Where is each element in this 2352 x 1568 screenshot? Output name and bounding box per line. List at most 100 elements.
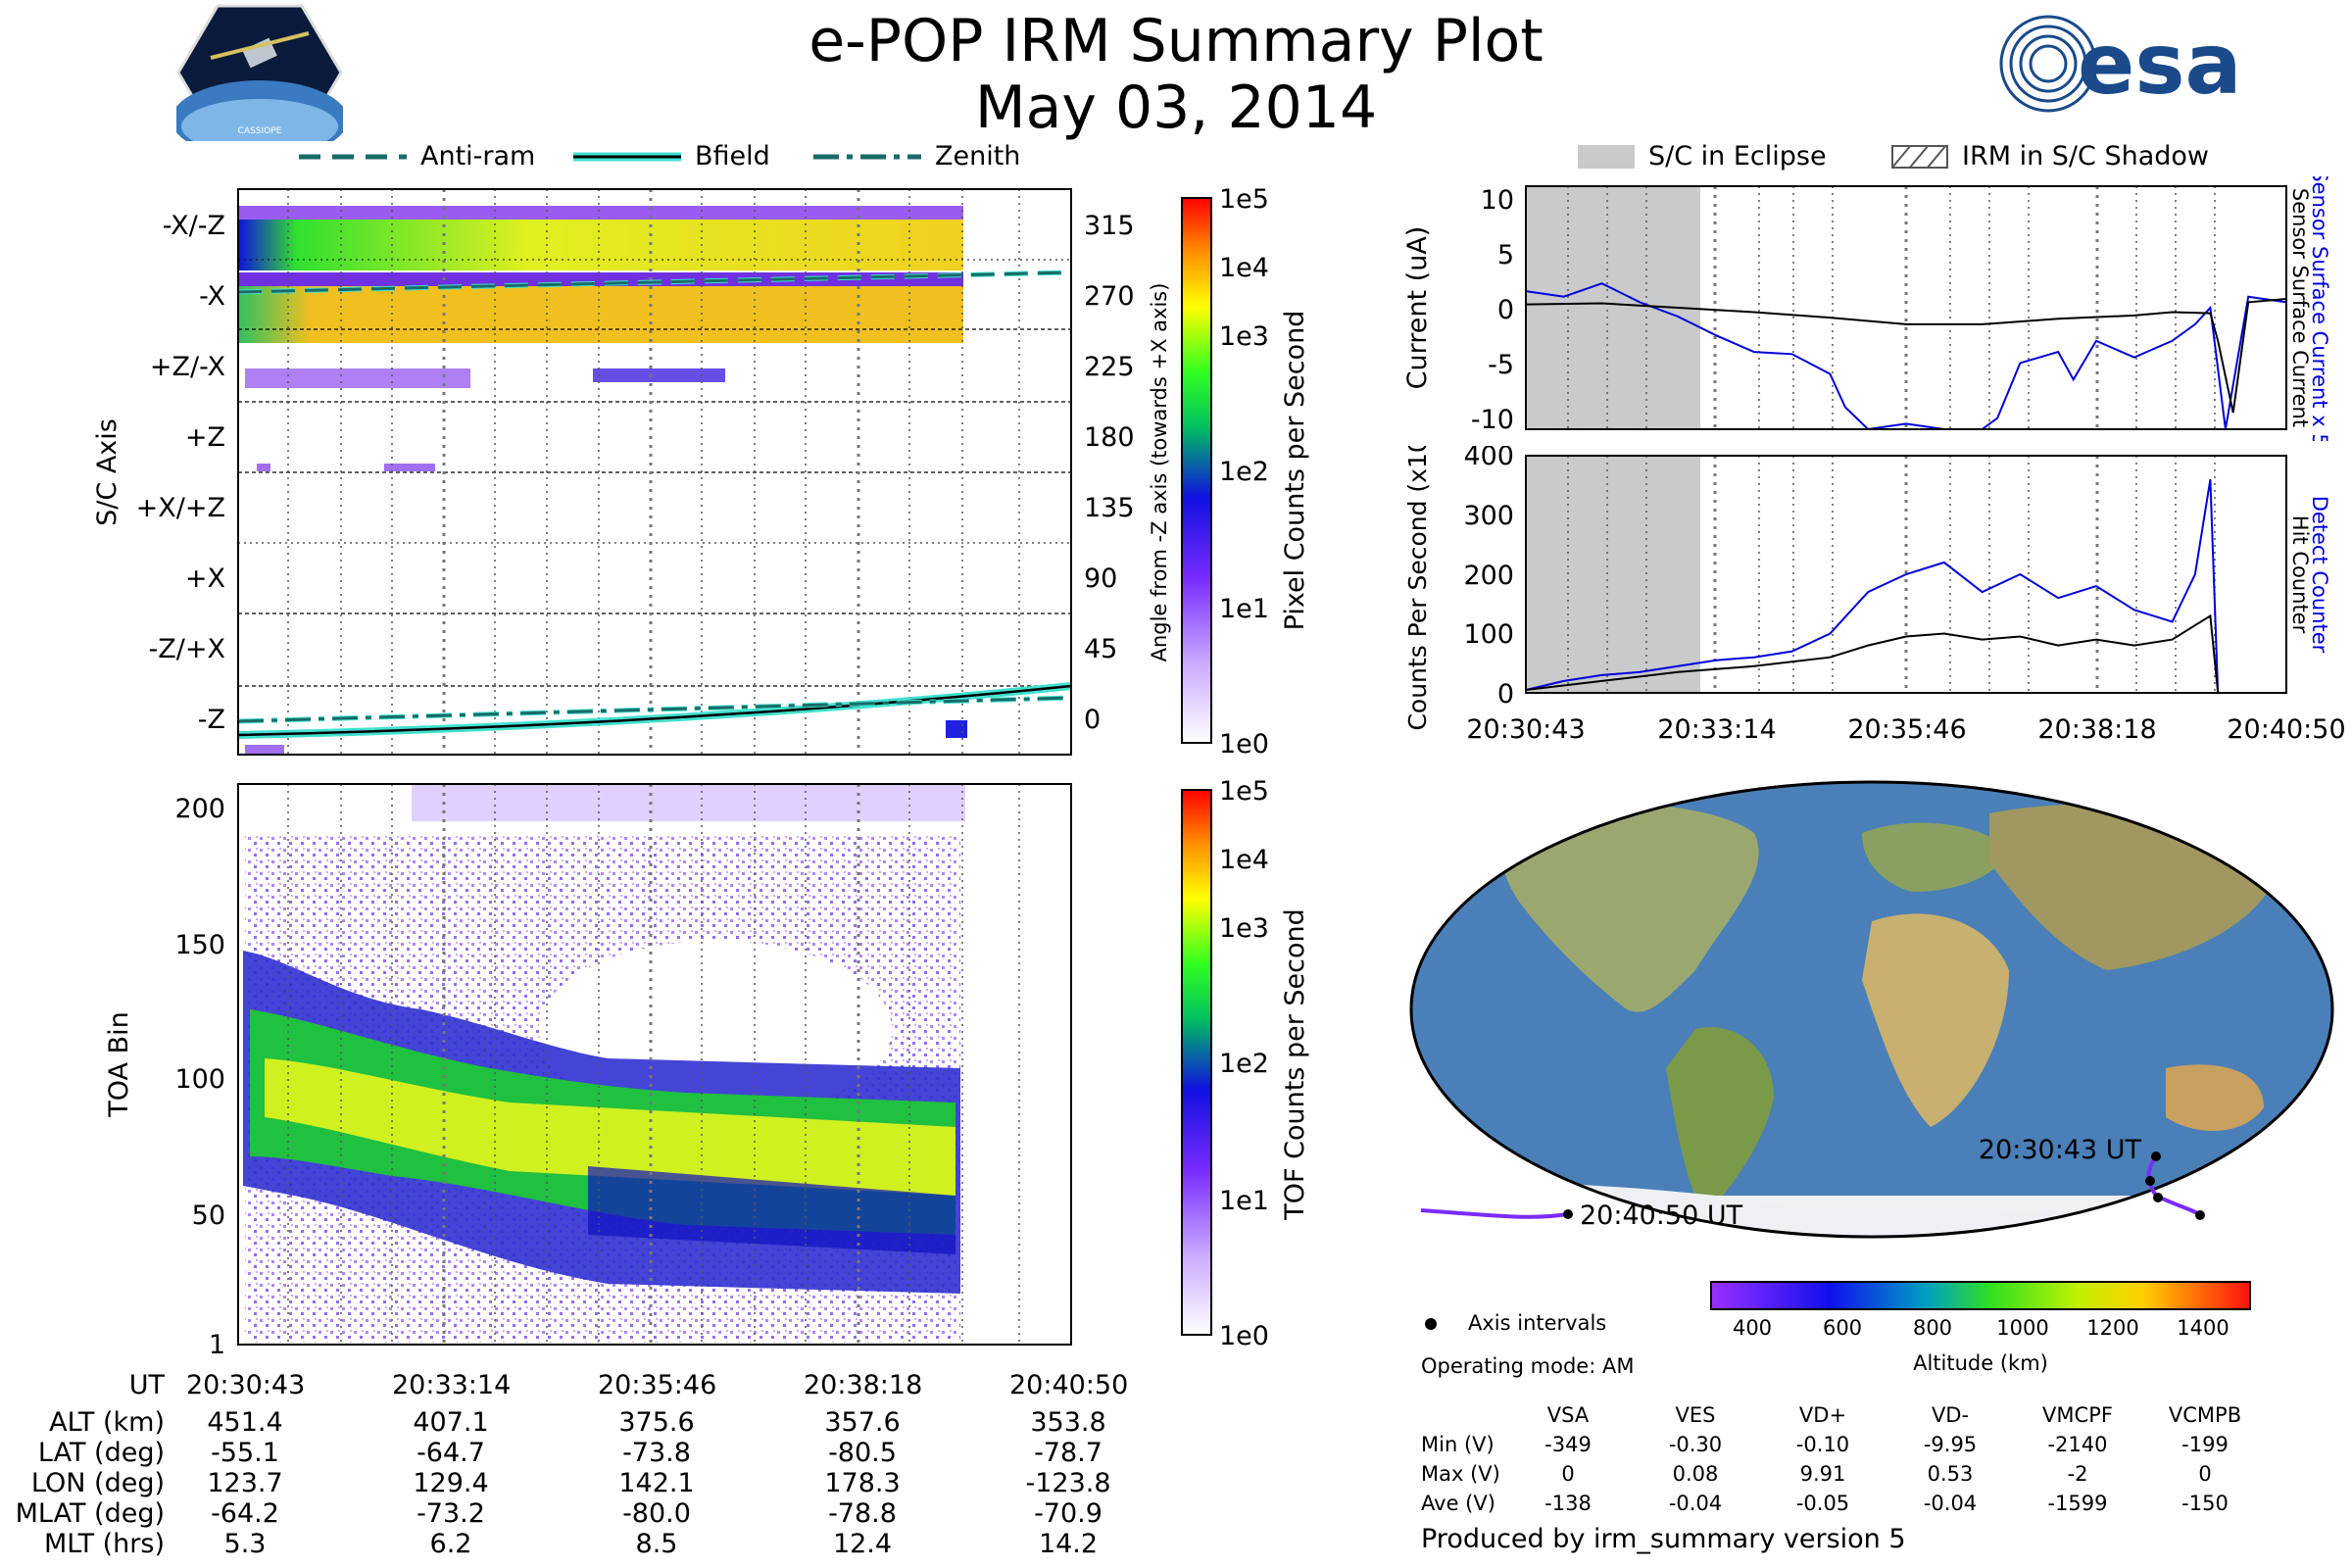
pixel-colorbar — [1181, 197, 1212, 744]
sc-axis-panel: -X/-Z -X +Z/-X +Z +X/+Z +X -Z/+X -Z 315 … — [92, 184, 1310, 760]
axis-point-1 — [2145, 1176, 2155, 1186]
axis-interval-label: Axis intervals — [1468, 1311, 1607, 1335]
toa-ytick-200: 200 — [174, 794, 225, 824]
cb1-1e2: 1e2 — [1219, 457, 1269, 487]
voltage-cell: -2140 — [2047, 1433, 2108, 1456]
ut-tick-2: 20:35:46 — [598, 1370, 717, 1400]
ephemeris-cell: -64.2 — [211, 1498, 279, 1529]
ephemeris-cell: -80.5 — [828, 1438, 897, 1468]
ytick-xz: -X/-Z — [163, 211, 225, 241]
voltage-cell: -349 — [1544, 1433, 1592, 1456]
legend-bfield: Bfield — [573, 141, 770, 172]
ephemeris-cell: -78.7 — [1034, 1438, 1102, 1468]
cb2-1e4: 1e4 — [1219, 845, 1269, 875]
tof-colorbar-ticks: 1e5 1e4 1e3 1e2 1e1 1e0 — [1219, 776, 1269, 1351]
ephemeris-row-label: LAT (deg) — [37, 1438, 165, 1468]
cb1-1e1: 1e1 — [1219, 594, 1269, 624]
cur-ytick-10: 10 — [1481, 185, 1514, 216]
ephemeris-cell: 375.6 — [618, 1407, 695, 1438]
voltage-col-header: VES — [1675, 1403, 1716, 1427]
map-border — [1409, 780, 2334, 1239]
cnt-xtick-4: 20:40:50 — [2227, 714, 2345, 745]
voltage-cell: -0.10 — [1795, 1433, 1850, 1456]
cb1-1e4: 1e4 — [1219, 253, 1269, 283]
rtick-0: 0 — [1084, 705, 1101, 735]
voltage-cell: -138 — [1544, 1492, 1592, 1515]
footer: Produced by irm_summary version 5 — [1421, 1524, 1906, 1554]
current-ylabel: Current (uA) — [1402, 226, 1433, 390]
voltage-row-label: Ave (V) — [1421, 1492, 1495, 1515]
ut-tick-1: 20:33:14 — [392, 1370, 512, 1400]
alt-tick-600: 600 — [1823, 1316, 1862, 1340]
ephemeris-cell: 12.4 — [832, 1529, 893, 1559]
bfield-line — [237, 684, 1072, 737]
voltage-cell: 9.91 — [1799, 1462, 1846, 1486]
current-panel: 10 5 0 -5 -10 Current (uA) Sensor Surfac… — [1402, 176, 2331, 441]
heat-row-top-purple — [238, 206, 963, 220]
cur-ytick-0: 0 — [1497, 295, 1514, 325]
voltage-row-label: Min (V) — [1421, 1433, 1494, 1456]
heat-row-zx-1 — [245, 368, 470, 388]
current-yticks: 10 5 0 -5 -10 — [1471, 185, 1514, 435]
toa-top-band — [412, 784, 965, 821]
toa-ytick-100: 100 — [174, 1064, 225, 1095]
ephemeris-cell: -123.8 — [1025, 1468, 1111, 1498]
rtick-45: 45 — [1084, 634, 1117, 664]
page-date: May 03, 2014 — [974, 74, 1378, 142]
toa-frame — [237, 783, 1072, 1346]
voltage-cell: -0.04 — [1923, 1492, 1978, 1515]
end-label: 20:40:50 UT — [1580, 1200, 1743, 1231]
ephemeris-cell: 6.2 — [429, 1529, 472, 1559]
rtick-315: 315 — [1084, 211, 1135, 241]
ytick-plus-x: +X — [185, 564, 225, 594]
cb2-1e3: 1e3 — [1219, 913, 1269, 944]
voltage-col-header: VD+ — [1798, 1403, 1847, 1427]
ephemeris-cell: -55.1 — [211, 1438, 279, 1468]
cb1-1e5: 1e5 — [1219, 184, 1269, 215]
orbit-track-end — [1420, 1208, 1569, 1219]
sc-axis-frame — [237, 188, 1072, 756]
counts-eclipse-region — [1526, 456, 1700, 693]
cur-ytick-m10: -10 — [1471, 405, 1514, 435]
heat-row-minus-z — [946, 720, 967, 738]
ytick-minus-z: -Z — [198, 705, 225, 735]
voltage-col-header: VCMPB — [2168, 1403, 2242, 1427]
ephemeris-cell: 8.5 — [635, 1529, 678, 1559]
toa-yticks: 200 150 100 50 1 — [174, 794, 225, 1360]
alt-tick-400: 400 — [1733, 1316, 1772, 1340]
ephemeris-cell: 14.2 — [1038, 1529, 1099, 1559]
toa-ytick-50: 50 — [192, 1200, 225, 1231]
heat-row-bottom — [245, 745, 284, 755]
toa-panel: 200 150 100 50 1 TOA Bin 1e5 1e4 1e3 1e2… — [104, 776, 1310, 1360]
alt-tick-1400: 1400 — [2177, 1316, 2229, 1340]
voltage-cell: 0 — [1561, 1462, 1575, 1486]
ytick-xz2: +X/+Z — [136, 493, 225, 523]
heat-row-x-purple — [238, 272, 963, 286]
alt-tick-800: 800 — [1913, 1316, 1952, 1340]
ut-tick-3: 20:38:18 — [804, 1370, 923, 1400]
current-line — [1525, 298, 2287, 414]
altitude-colorbar: 400 600 800 1000 1200 1400 Altitude (km) — [1710, 1281, 2251, 1375]
end-point — [1563, 1209, 1573, 1219]
toa-band-core — [265, 1058, 956, 1196]
eclipse-swatch — [1578, 144, 1635, 169]
ephemeris-cell: 178.3 — [824, 1468, 901, 1498]
ut-label: UT — [128, 1370, 165, 1400]
alt-tick-1200: 1200 — [2086, 1316, 2138, 1340]
legend-bfield-label: Bfield — [695, 141, 770, 172]
current-frame — [1525, 185, 2287, 430]
counts-yticks: 400 300 200 100 0 — [1463, 446, 1514, 710]
cb2-1e2: 1e2 — [1219, 1049, 1269, 1079]
voltage-cell: -0.04 — [1668, 1492, 1723, 1515]
north-america — [1500, 803, 1759, 1012]
pixel-colorbar-ticks: 1e5 1e4 1e3 1e2 1e1 1e0 — [1219, 184, 1269, 760]
legend-zenith: Zenith — [813, 141, 1020, 172]
legend-shadow: IRM in S/C Shadow — [1891, 141, 2209, 172]
ytick-x: -X — [199, 281, 225, 312]
voltage-cell: -2 — [2067, 1462, 2088, 1486]
legend-anti-ram: Anti-ram — [299, 141, 535, 172]
toa-ytick-150: 150 — [174, 930, 225, 960]
ephemeris-cell: 123.7 — [207, 1468, 283, 1498]
altitude-label: Altitude (km) — [1913, 1351, 2048, 1375]
voltage-cell: -9.95 — [1923, 1433, 1978, 1456]
